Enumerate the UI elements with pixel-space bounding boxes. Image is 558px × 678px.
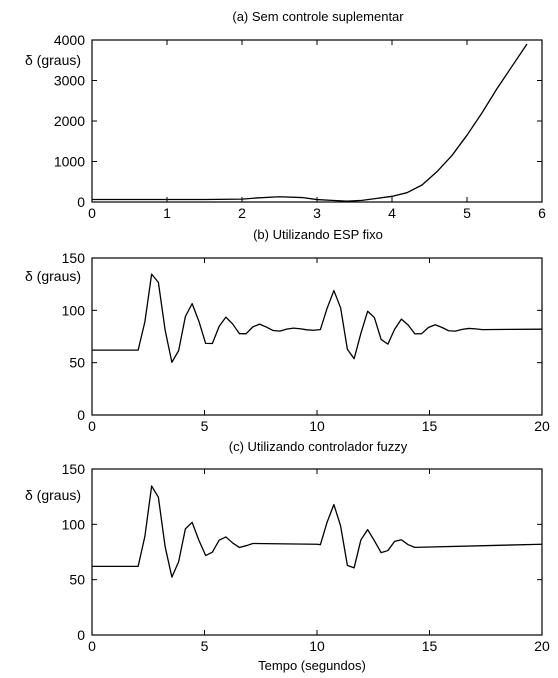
panel-b-xtick-label: 20 [534,418,550,434]
panel-c-series-line [92,485,543,578]
panel-b-ylabel: δ (graus) [25,268,81,284]
panel-c-ylabel: δ (graus) [25,487,81,503]
panel-c-ytick-label: 50 [69,572,85,588]
panel-b-ytick-label: 0 [77,407,85,423]
panel-a-xtick-label: 6 [538,205,546,221]
panel-b-frame [91,257,543,416]
panel-a-xtick-label: 2 [238,205,246,221]
panel-c-xtick-label: 15 [422,638,438,654]
panel-a-ylabel: δ (graus) [25,52,81,68]
panel-a-xtick-label: 1 [163,205,171,221]
panel-b: (b) Utilizando ESP fixo δ (graus) 0 5 10 15… [25,227,550,434]
panel-a-ytick-label: 1000 [54,154,85,170]
panel-c-xtick-label: 5 [201,638,209,654]
panel-a-ytick-label: 3000 [54,73,85,89]
panel-b-ytick-label: 50 [69,355,85,371]
panel-a-xtick-label: 3 [313,205,321,221]
panel-a-series-line [92,43,528,202]
panel-c-ytick-label: 100 [62,516,86,532]
panel-c-title: (c) Utilizando controlador fuzzy [229,439,408,454]
panel-c-xtick-label: 10 [309,638,325,654]
panel-c-frame [91,468,543,636]
panel-b-xtick-label: 0 [88,418,96,434]
panel-b-title: (b) Utilizando ESP fixo [253,227,383,242]
panel-a-ytick-label: 4000 [54,32,85,48]
panel-a-ticks: 0 1 2 3 4 5 6 0 1000 2000 3000 4000 [54,32,546,221]
panel-c-ytick-label: 0 [77,627,85,643]
panel-a-xtick-label: 0 [88,205,96,221]
panel-c-xtick-label: 0 [88,638,96,654]
panel-b-xtick-label: 15 [422,418,438,434]
panel-a-title: (a) Sem controle suplementar [232,9,404,24]
panel-c-ytick-label: 150 [62,461,86,477]
panel-c-xtick-label: 20 [534,638,550,654]
panel-b-xtick-label: 10 [309,418,325,434]
panel-a-frame [91,39,543,203]
panel-a-xtick-label: 5 [463,205,471,221]
panel-a: (a) Sem controle suplementar δ (graus) 0… [25,9,546,221]
panel-c-ticks: 0 5 10 15 20 0 50 100 150 [62,461,550,654]
panel-a-xtick-label: 4 [388,205,396,221]
panel-c: (c) Utilizando controlador fuzzy δ (grau… [25,439,550,673]
panel-b-series-line [92,273,543,363]
panel-b-xtick-label: 5 [201,418,209,434]
panel-b-ticks: 0 5 10 15 20 0 50 100 150 [62,250,550,434]
panel-b-ytick-label: 150 [62,250,86,266]
panel-a-ytick-label: 2000 [54,113,85,129]
panel-c-xlabel: Tempo (segundos) [258,658,366,673]
panel-a-ytick-label: 0 [77,194,85,210]
panel-b-ytick-label: 100 [62,302,86,318]
